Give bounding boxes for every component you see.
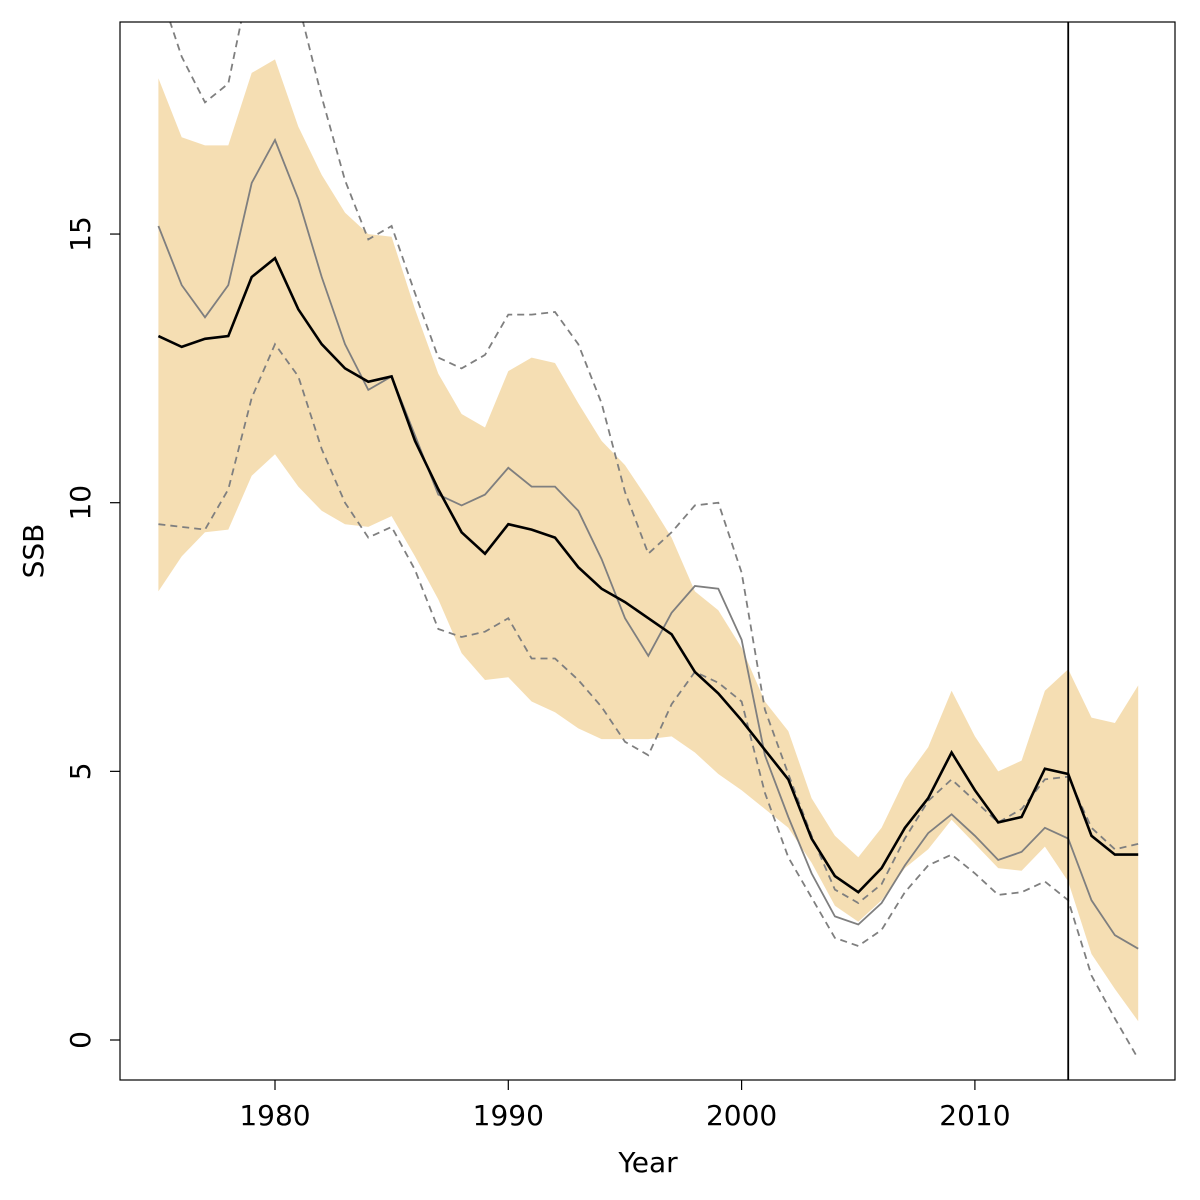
plot-frame xyxy=(119,21,1176,1081)
x-axis-title: Year xyxy=(617,1146,678,1179)
y-tick-label: 15 xyxy=(64,216,97,252)
y-axis: 0 5 10 15 xyxy=(64,216,120,1049)
plot-area xyxy=(157,22,1139,1080)
x-tick-label: 2010 xyxy=(939,1099,1010,1132)
y-tick-label: 10 xyxy=(64,485,97,521)
x-axis: 1980 1990 2000 2010 xyxy=(239,1080,1011,1132)
median-line xyxy=(157,256,1139,894)
y-axis-title: SSB xyxy=(17,524,50,579)
x-tick-label: 1980 xyxy=(239,1099,310,1132)
dashed-lower-line xyxy=(158,342,1139,1060)
y-tick-label: 0 xyxy=(64,1031,97,1049)
x-tick-label: 2000 xyxy=(706,1099,777,1132)
y-tick-label: 5 xyxy=(64,762,97,780)
trajectory-line xyxy=(157,137,1139,950)
dashed-upper-line xyxy=(169,22,1139,905)
confidence-band xyxy=(158,59,1139,1022)
x-tick-label: 1990 xyxy=(473,1099,544,1132)
